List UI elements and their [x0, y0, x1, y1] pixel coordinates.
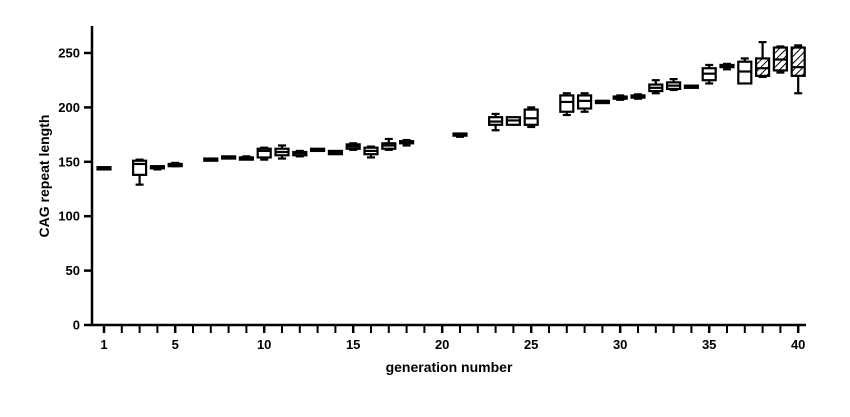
- box-generation-12: [292, 149, 308, 158]
- box-generation-17: [381, 137, 397, 151]
- y-axis-title: CAG repeat length: [36, 115, 52, 238]
- box-generation-5: [167, 161, 183, 168]
- boxes: [96, 41, 806, 186]
- box-generation-4: [149, 165, 165, 171]
- box-generation-32: [648, 79, 664, 95]
- x-tick-label: 20: [435, 337, 449, 352]
- box-generation-9: [238, 155, 254, 161]
- box-generation-33: [665, 78, 682, 92]
- x-tick-label: 30: [613, 337, 627, 352]
- box-generation-18: [399, 138, 415, 147]
- x-tick-label: 25: [524, 337, 538, 352]
- x-tick-label: 1: [100, 337, 107, 352]
- box-generation-28: [576, 92, 593, 113]
- box-generation-1: [96, 166, 112, 171]
- box-generation-3: [132, 158, 148, 186]
- x-tick-label: 40: [791, 337, 805, 352]
- box-generation-29: [594, 99, 611, 105]
- box-generation-8: [221, 155, 237, 160]
- box-generation-11: [274, 144, 290, 160]
- box-generation-13: [310, 147, 326, 153]
- box-generation-30: [612, 94, 628, 101]
- x-axis-title: generation number: [386, 359, 513, 375]
- box-body: [256, 147, 272, 159]
- box-generation-36: [719, 62, 735, 71]
- box-generation-10: [256, 146, 272, 161]
- x-tick-label: 15: [346, 337, 360, 352]
- box-generation-35: [701, 63, 717, 85]
- box-generation-23: [488, 112, 504, 132]
- box-generation-39: [772, 45, 789, 74]
- box-body: [132, 159, 148, 176]
- y-tick-label: 0: [73, 318, 80, 333]
- box-generation-24: [505, 116, 521, 126]
- box-generation-16: [363, 145, 379, 159]
- box-generation-7: [203, 157, 219, 162]
- y-tick-label: 50: [66, 263, 80, 278]
- box-generation-37: [737, 57, 753, 85]
- box-generation-34: [683, 84, 700, 89]
- box-generation-25: [523, 106, 539, 129]
- box-body: [790, 46, 806, 77]
- x-tick-label: 35: [702, 337, 716, 352]
- y-tick-label: 200: [58, 100, 80, 115]
- axes: [90, 26, 806, 327]
- x-tick-label: 5: [172, 337, 179, 352]
- box-body: [559, 94, 575, 113]
- box-generation-21: [452, 132, 468, 138]
- y-tick-label: 150: [58, 154, 80, 169]
- box-generation-40: [790, 44, 806, 95]
- y-tick-label: 250: [58, 46, 80, 61]
- y-tick-label: 100: [58, 209, 80, 224]
- x-tick-label: 10: [257, 337, 271, 352]
- box-generation-27: [559, 92, 575, 117]
- box-generation-38: [754, 41, 771, 79]
- box-generation-15: [345, 142, 361, 151]
- box-generation-31: [630, 93, 646, 100]
- box-generation-14: [327, 149, 343, 156]
